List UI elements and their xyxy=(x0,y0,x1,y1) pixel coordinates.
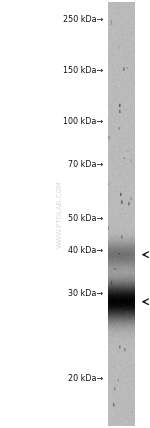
Text: 50 kDa→: 50 kDa→ xyxy=(68,214,104,223)
Text: 40 kDa→: 40 kDa→ xyxy=(68,246,104,255)
Text: 250 kDa→: 250 kDa→ xyxy=(63,15,104,24)
Text: WWW.PTGLAB.COM: WWW.PTGLAB.COM xyxy=(57,180,63,248)
Text: 100 kDa→: 100 kDa→ xyxy=(63,117,104,127)
Text: 70 kDa→: 70 kDa→ xyxy=(68,160,104,169)
Text: 20 kDa→: 20 kDa→ xyxy=(68,374,104,383)
Text: 150 kDa→: 150 kDa→ xyxy=(63,66,104,75)
Text: 30 kDa→: 30 kDa→ xyxy=(68,288,104,298)
